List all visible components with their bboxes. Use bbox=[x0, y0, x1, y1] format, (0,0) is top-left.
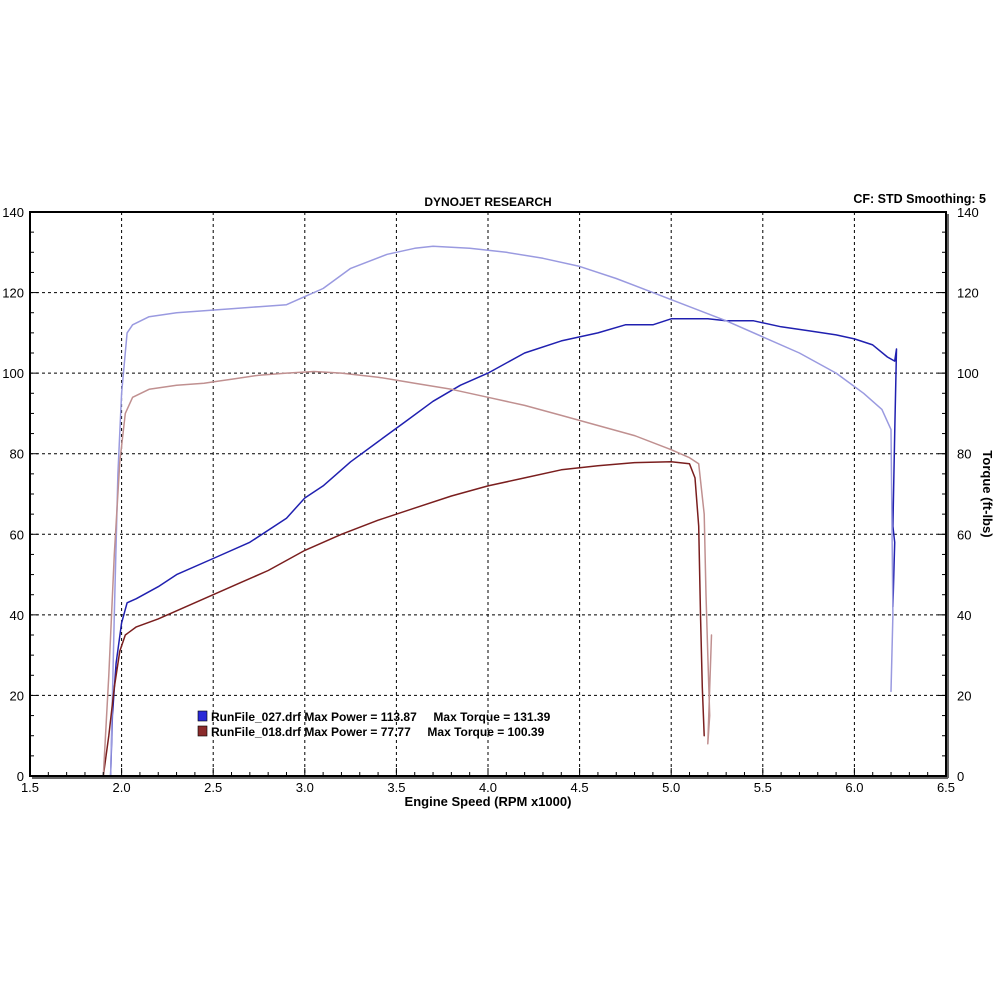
x-tick-label-1: 2.0 bbox=[113, 780, 131, 795]
x-tick-label-5: 4.0 bbox=[479, 780, 497, 795]
legend-swatch-run-027 bbox=[197, 710, 208, 722]
y-tick-label-right-3: 60 bbox=[957, 527, 971, 542]
x-axis-label: Engine Speed (RPM x1000) bbox=[405, 794, 572, 809]
legend-entry-run-018: RunFile_018.drf Max Power = 77.77 Max To… bbox=[211, 725, 545, 739]
series-line-runfile-018-torque bbox=[102, 370, 713, 777]
x-tick-label-3: 3.0 bbox=[296, 780, 314, 795]
tick-labels: 1.5 2.0 2.5 3.0 3.5 4.0 4.5 5.0 5.5 6.0 6.50 020 204… bbox=[2, 205, 978, 795]
series-line-runfile-027-torque bbox=[109, 245, 894, 777]
y-tick-label-right-2: 40 bbox=[957, 608, 971, 623]
y-tick-label-left-7: 140 bbox=[2, 205, 24, 220]
x-tick-label-9: 6.0 bbox=[845, 780, 863, 795]
x-tick-label-4: 3.5 bbox=[387, 780, 405, 795]
y-tick-label-right-4: 80 bbox=[957, 447, 971, 462]
y-tick-label-left-4: 80 bbox=[10, 447, 24, 462]
y-tick-label-right-6: 120 bbox=[957, 286, 979, 301]
series-layer bbox=[102, 245, 898, 777]
legend-swatch-run-018 bbox=[197, 725, 208, 737]
x-tick-label-0: 1.5 bbox=[21, 780, 39, 795]
x-tick-label-10: 6.5 bbox=[937, 780, 955, 795]
series-line-runfile-027-power bbox=[109, 318, 898, 777]
y-tick-label-right-7: 140 bbox=[957, 205, 979, 220]
y-axis-label-right: Torque (ft-lbs) bbox=[980, 450, 995, 537]
y-tick-label-right-1: 20 bbox=[957, 688, 971, 703]
series-line-runfile-018-power bbox=[102, 461, 705, 777]
y-tick-label-left-5: 100 bbox=[2, 366, 24, 381]
legend: RunFile_027.drf Max Power = 113.87 Max T… bbox=[197, 710, 551, 739]
settings-label: CF: STD Smoothing: 5 bbox=[853, 192, 986, 206]
x-tick-label-2: 2.5 bbox=[204, 780, 222, 795]
tick-marks bbox=[29, 211, 947, 777]
y-tick-label-left-1: 20 bbox=[10, 688, 24, 703]
y-tick-label-right-5: 100 bbox=[957, 366, 979, 381]
x-tick-label-6: 4.5 bbox=[571, 780, 589, 795]
y-tick-label-left-6: 120 bbox=[2, 286, 24, 301]
legend-entry-run-027: RunFile_027.drf Max Power = 113.87 Max T… bbox=[211, 710, 551, 724]
y-tick-label-left-0: 0 bbox=[17, 769, 24, 784]
x-tick-label-8: 5.5 bbox=[754, 780, 772, 795]
chart-title: DYNOJET RESEARCH bbox=[424, 195, 551, 209]
y-tick-label-left-3: 60 bbox=[10, 527, 24, 542]
x-tick-label-7: 5.0 bbox=[662, 780, 680, 795]
y-tick-label-left-2: 40 bbox=[10, 608, 24, 623]
y-tick-label-right-0: 0 bbox=[957, 769, 964, 784]
